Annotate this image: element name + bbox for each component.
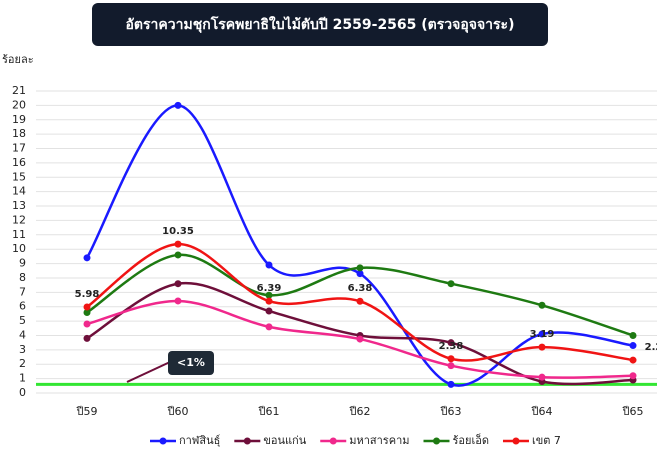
data-point — [356, 270, 364, 278]
legend-marker — [159, 437, 167, 445]
y-tick-label: 14 — [12, 185, 26, 198]
data-point — [356, 297, 364, 305]
data-point — [174, 280, 182, 288]
y-tick-label: 0 — [19, 386, 26, 399]
data-label: 5.98 — [75, 289, 100, 300]
x-tick-label: ปี63 — [439, 405, 461, 418]
data-point — [83, 254, 91, 262]
y-tick-label: 16 — [12, 156, 26, 169]
legend-label: กาฬสินธุ์ — [179, 434, 220, 447]
y-tick-label: 18 — [12, 127, 26, 140]
x-tick-label: ปี60 — [166, 405, 188, 418]
legend-label: ขอนแก่น — [263, 434, 306, 447]
legend-marker — [433, 437, 440, 445]
data-point — [265, 291, 273, 299]
data-label: 2.29 — [645, 342, 657, 353]
y-tick-label: 5 — [19, 314, 26, 327]
x-tick-label: ปี65 — [621, 405, 643, 418]
data-point — [447, 380, 455, 388]
legend-label: ร้อยเอ็ด — [453, 433, 489, 447]
y-tick-label: 19 — [12, 113, 26, 126]
data-point — [629, 372, 637, 380]
data-point — [174, 297, 182, 305]
y-tick-label: 13 — [12, 199, 26, 212]
data-point — [356, 264, 364, 272]
data-point — [356, 335, 364, 343]
series-line — [85, 104, 634, 387]
annotation-text: <1% — [177, 356, 205, 369]
data-point — [538, 301, 546, 309]
data-label: 10.35 — [162, 226, 194, 237]
data-point — [629, 356, 637, 364]
data-point — [538, 373, 546, 381]
annotation-box — [168, 351, 214, 375]
data-point — [265, 307, 273, 315]
data-label: 2.38 — [439, 341, 464, 352]
data-point — [447, 339, 455, 347]
data-point — [265, 261, 273, 269]
x-tick-label: ปี62 — [348, 405, 370, 418]
data-point — [83, 334, 91, 342]
data-point — [265, 323, 273, 331]
annotation-pointer — [126, 361, 171, 383]
y-axis-label: ร้อยละ — [2, 53, 34, 66]
data-point — [83, 303, 91, 311]
legend-marker — [512, 437, 520, 445]
data-point — [265, 297, 273, 305]
data-point — [629, 331, 637, 339]
legend-marker — [243, 437, 251, 445]
y-tick-label: 12 — [12, 213, 26, 226]
y-tick-label: 8 — [19, 271, 26, 284]
title-box — [92, 3, 548, 46]
y-tick-label: 11 — [12, 228, 26, 241]
y-tick-label: 7 — [19, 285, 26, 298]
y-tick-label: 6 — [19, 300, 26, 313]
y-tick-label: 1 — [19, 372, 26, 385]
data-label: 6.38 — [348, 283, 373, 294]
data-point — [447, 280, 455, 288]
y-tick-label: 4 — [19, 328, 26, 341]
data-point — [174, 240, 182, 248]
data-point — [83, 320, 91, 328]
y-tick-label: 9 — [19, 257, 26, 270]
x-tick-label: ปี64 — [530, 405, 552, 418]
data-label: 6.39 — [257, 283, 282, 294]
data-point — [83, 308, 91, 316]
x-tick-label: ปี59 — [75, 405, 97, 418]
data-point — [174, 251, 182, 259]
x-tick-label: ปี61 — [257, 405, 279, 418]
y-tick-label: 2 — [19, 357, 26, 370]
legend-label: เขต 7 — [532, 434, 561, 447]
data-point — [629, 342, 637, 350]
data-point — [174, 101, 182, 109]
y-tick-label: 21 — [12, 84, 26, 97]
data-point — [447, 355, 455, 363]
data-point — [447, 362, 455, 370]
y-tick-label: 10 — [12, 242, 26, 255]
y-tick-label: 3 — [19, 343, 26, 356]
y-tick-label: 17 — [12, 142, 26, 155]
y-tick-label: 20 — [12, 98, 26, 111]
legend-label: มหาสารคาม — [349, 434, 409, 447]
y-tick-label: 15 — [12, 170, 26, 183]
data-label: 3.19 — [530, 329, 555, 340]
data-point — [538, 330, 546, 338]
data-point — [538, 343, 546, 351]
chart-title: อัตราความชุกโรคพยาธิใบไม้ตับปี 2559-2565… — [126, 15, 515, 33]
legend-marker — [329, 437, 337, 445]
